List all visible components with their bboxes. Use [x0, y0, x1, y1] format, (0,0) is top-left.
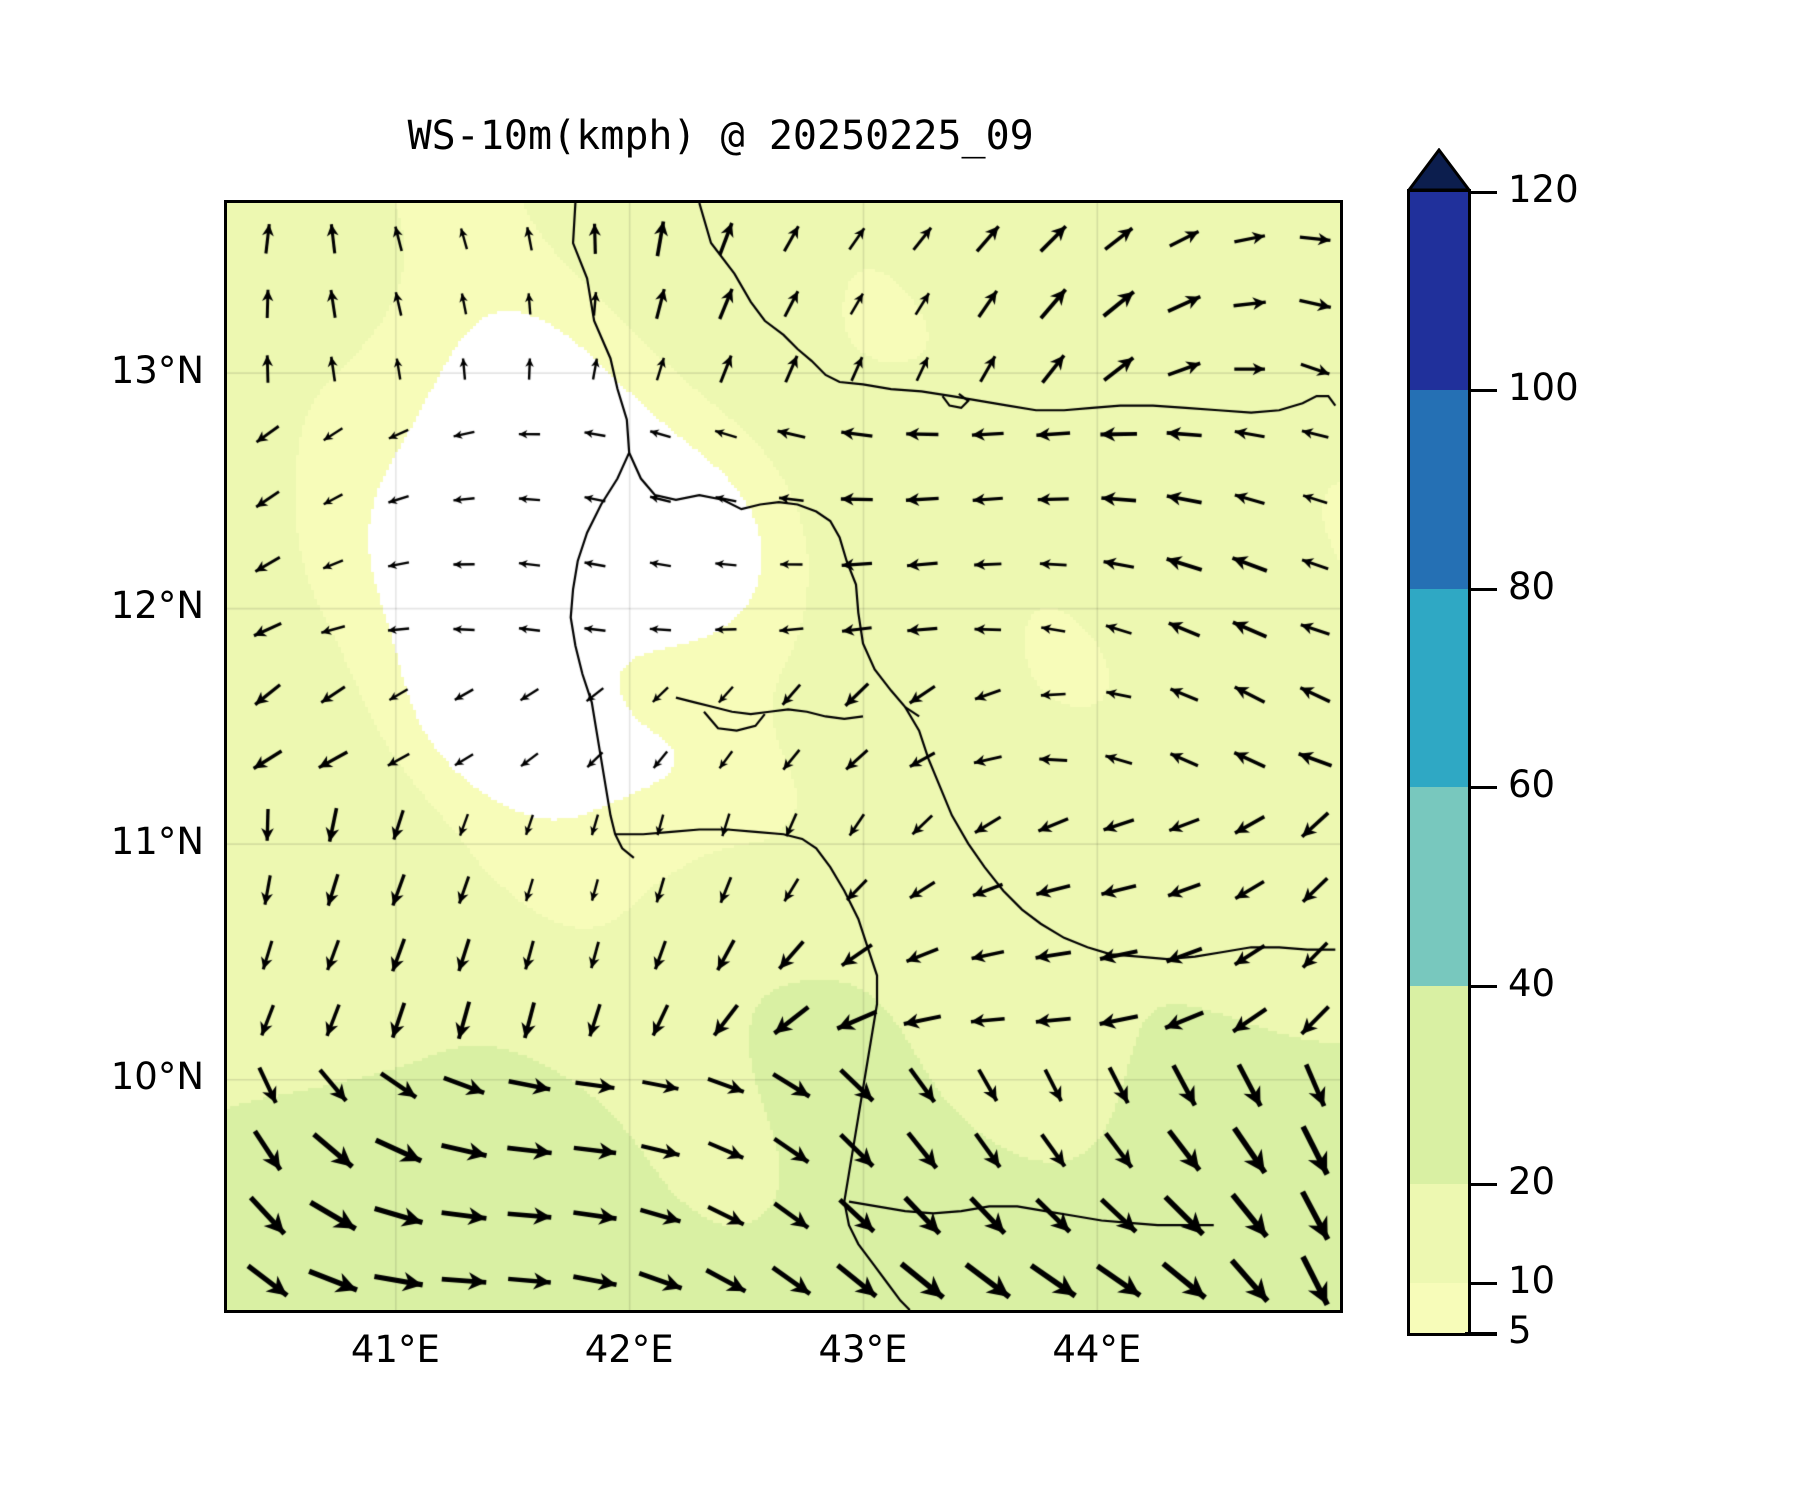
colorbar-tick-mark: [1471, 191, 1497, 194]
colorbar-tick-label: 60: [1508, 763, 1556, 807]
x-tick-label-43E: 43°E: [818, 1328, 908, 1371]
colorbar-tick-mark: [1471, 984, 1497, 988]
x-tick-label-42E: 42°E: [584, 1328, 674, 1371]
y-tick-label-10N: 10°N: [110, 1055, 204, 1099]
colorbar-tick-label: 20: [1508, 1160, 1556, 1204]
colorbar-tick-label: 5: [1508, 1309, 1532, 1352]
colorbar-segment: [1410, 588, 1468, 788]
colorbar-tick-mark: [1471, 587, 1497, 591]
figure-title-line1: WS-10m(kmph) @ 20250225_09: [407, 113, 1034, 159]
wind-field-canvas: [227, 203, 1340, 1310]
y-tick-label-13N: 13°N: [110, 348, 204, 392]
colorbar-tick-label: 80: [1508, 564, 1556, 608]
colorbar-tick-label: 10: [1508, 1259, 1556, 1303]
colorbar: [1407, 189, 1471, 1336]
x-tick-label-44E: 44°E: [1052, 1328, 1142, 1371]
colorbar-tick-mark: [1471, 786, 1497, 790]
colorbar-tick-mark: [1465, 1332, 1497, 1336]
x-tick-label-41E: 41°E: [350, 1328, 440, 1371]
colorbar-segment: [1410, 390, 1468, 589]
colorbar-tick-label: 100: [1508, 366, 1579, 410]
colorbar-tick-mark: [1471, 389, 1497, 393]
y-tick-label-11N: 11°N: [110, 819, 204, 863]
colorbar-segment: [1410, 1283, 1468, 1333]
colorbar-tick-label: 40: [1508, 961, 1556, 1005]
colorbar-tick-mark: [1471, 1183, 1497, 1187]
colorbar-segment: [1410, 192, 1468, 391]
colorbar-segment: [1410, 787, 1468, 986]
y-tick-label-12N: 12°N: [110, 584, 204, 628]
colorbar-tick-label: 120: [1508, 168, 1579, 211]
colorbar-tick-mark: [1471, 1282, 1497, 1286]
colorbar-extend-arrow: [1407, 148, 1471, 192]
map-plot-area: [224, 200, 1343, 1313]
colorbar-segment: [1410, 985, 1468, 1185]
colorbar-segment: [1410, 1184, 1468, 1284]
